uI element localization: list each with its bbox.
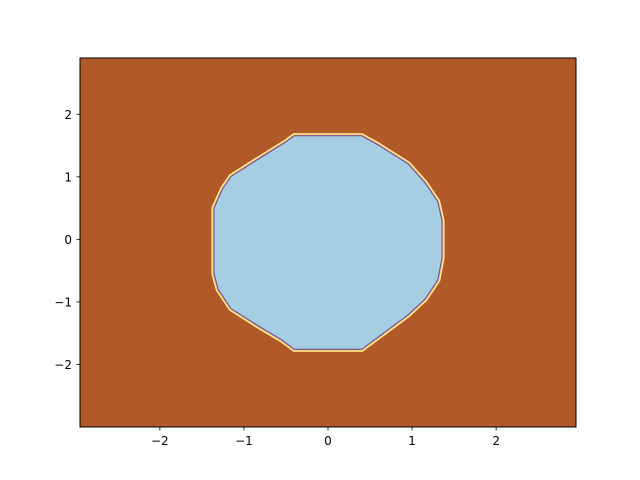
y-tick-label: 1 (64, 170, 72, 184)
plot-area (80, 58, 576, 427)
x-axis: −2 −1 0 1 2 (151, 427, 500, 448)
y-tick-label: −2 (54, 358, 72, 372)
x-tick-label: −2 (151, 434, 169, 448)
x-tick-label: 2 (492, 434, 500, 448)
y-tick-label: 0 (64, 233, 72, 247)
y-axis: −2 −1 0 1 2 (54, 108, 80, 372)
region-inside (214, 136, 442, 349)
x-tick-label: −1 (235, 434, 253, 448)
x-tick-label: 1 (408, 434, 416, 448)
y-tick-label: 2 (64, 108, 72, 122)
y-tick-label: −1 (54, 295, 72, 309)
x-tick-label: 0 (324, 434, 332, 448)
